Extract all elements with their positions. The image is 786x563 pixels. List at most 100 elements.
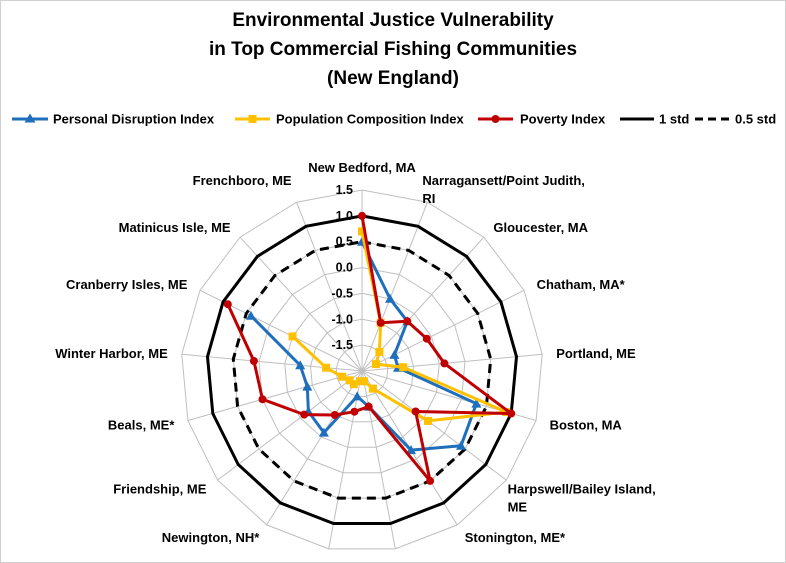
spoke-line <box>296 202 363 372</box>
data-point-square <box>371 360 380 369</box>
category-label-chatham-ma: Chatham, MA* <box>537 277 626 292</box>
spoke-line <box>361 202 428 372</box>
legend-item-poverty[interactable]: Poverty Index <box>478 112 606 127</box>
category-label-line: Beals, ME* <box>108 417 175 432</box>
category-label-frenchboro-me: Frenchboro, ME <box>193 173 292 188</box>
data-point-circle <box>426 476 435 485</box>
data-point-triangle <box>245 310 256 320</box>
legend-label-0-5-std: 0.5 std <box>735 112 776 127</box>
category-label-line: Matinicus Isle, ME <box>119 220 231 235</box>
std-reference-lines <box>205 214 519 525</box>
spoke-line <box>328 370 363 549</box>
data-series <box>223 211 516 485</box>
data-point-square <box>349 380 358 389</box>
data-point-circle <box>440 359 449 368</box>
category-label-new-bedford-ma: New Bedford, MA <box>308 160 416 175</box>
category-label-line: Stonington, ME* <box>465 530 566 545</box>
category-label-line: Winter Harbor, ME <box>55 346 168 361</box>
category-label-newington-nh: Newington, NH* <box>162 530 260 545</box>
gridline-ring <box>309 318 415 423</box>
data-point-circle <box>403 317 412 326</box>
legend-label-population-composition: Population Composition Index <box>276 112 465 127</box>
legend-item-population-composition[interactable]: Population Composition Index <box>235 112 465 127</box>
tick-label: 1.5 <box>336 183 353 197</box>
chart-title-line-3: (New England) <box>327 68 459 89</box>
category-label-line: Narragansett/Point Judith, <box>422 173 585 188</box>
data-point-square <box>356 377 365 386</box>
gridline-ring <box>181 189 543 550</box>
data-point-triangle <box>352 391 363 401</box>
tick-label: -0.5 <box>331 286 353 300</box>
category-label-line: Chatham, MA* <box>537 277 626 292</box>
category-label-boston-ma: Boston, MA <box>550 417 623 432</box>
legend-label-1-std: 1 std <box>659 112 689 127</box>
data-point-triangle <box>302 381 313 391</box>
legend-square-icon <box>248 115 257 123</box>
tick-label: -1.0 <box>331 312 353 326</box>
gridline-ring <box>232 241 492 499</box>
data-point-circle <box>350 407 359 416</box>
legend-item-0-5-std[interactable]: 0.5 std <box>695 112 776 127</box>
data-point-triangle <box>389 349 400 359</box>
category-label-line: Gloucester, MA <box>493 220 588 235</box>
gridline-ring <box>258 267 466 474</box>
data-point-circle <box>507 409 516 418</box>
data-point-square <box>345 376 354 385</box>
legend-triangle-icon <box>24 113 36 123</box>
data-point-square <box>399 363 408 372</box>
data-point-triangle <box>471 398 482 408</box>
data-point-square <box>338 372 347 381</box>
tick-label: 0.5 <box>336 235 353 249</box>
category-label-line: Portland, ME <box>556 346 636 361</box>
category-label-line: Harpswell/Bailey Island, <box>508 482 656 497</box>
tick-label: 1.0 <box>336 209 353 223</box>
spoke-line <box>361 289 525 372</box>
data-point-square <box>288 332 297 341</box>
spoke-line <box>239 236 363 372</box>
data-point-circle <box>258 395 267 404</box>
legend-item-1-std[interactable]: 1 std <box>620 112 689 127</box>
data-point-circle <box>364 402 373 411</box>
category-label-line: Friendship, ME <box>113 482 207 497</box>
data-point-circle <box>300 410 309 419</box>
data-point-circle <box>223 300 232 309</box>
category-label-narragansett-point-judith-ri: Narragansett/Point Judith, RI <box>422 173 585 206</box>
std-ring-1-std <box>205 214 519 525</box>
category-label-line: RI <box>422 191 435 206</box>
category-label-line: Frenchboro, ME <box>193 173 292 188</box>
axis-tick-labels: 1.5 1.0 0.5 0.0 -0.5 -1.0 -1.5 <box>331 183 353 352</box>
data-point-triangle <box>406 445 416 455</box>
legend-label-personal-disruption: Personal Disruption Index <box>53 112 215 127</box>
legend-circle-icon <box>491 115 500 123</box>
category-label-cranberry-isles-me: Cranberry Isles, ME <box>66 277 188 292</box>
legend-item-personal-disruption[interactable]: Personal Disruption Index <box>12 112 215 127</box>
chart-title-line-1: Environmental Justice Vulnerability <box>232 10 554 31</box>
data-point-circle <box>249 357 258 365</box>
data-point-square <box>322 363 330 372</box>
category-labels: New Bedford, MA Narragansett/Point Judith… <box>55 160 656 545</box>
spoke-line <box>181 353 363 372</box>
category-label-gloucester-ma: Gloucester, MA <box>493 220 588 235</box>
category-label-line: New Bedford, MA <box>308 160 416 175</box>
data-point-square <box>358 227 366 236</box>
category-label-friendship-me: Friendship, ME <box>113 482 207 497</box>
data-point-circle <box>422 334 431 343</box>
data-point-circle <box>411 407 420 416</box>
data-point-triangle <box>385 293 395 303</box>
category-label-beals-me: Beals, ME* <box>108 417 175 432</box>
data-point-circle <box>330 411 339 419</box>
data-point-square <box>424 416 432 425</box>
tick-label: -1.5 <box>331 338 353 352</box>
data-point-triangle <box>456 440 466 450</box>
data-point-square <box>375 347 384 356</box>
category-label-harpswell-bailey-island-me: Harpswell/Bailey Island, ME <box>508 482 656 515</box>
spoke-line <box>361 370 507 481</box>
spoke-line <box>361 370 396 549</box>
gridline-ring <box>335 344 389 397</box>
data-point-circle <box>358 211 366 220</box>
category-label-line: Cranberry Isles, ME <box>66 277 188 292</box>
spoke-line <box>361 353 543 372</box>
legend-label-poverty: Poverty Index <box>520 112 606 127</box>
legend: Personal Disruption Index Population Com… <box>12 112 776 127</box>
